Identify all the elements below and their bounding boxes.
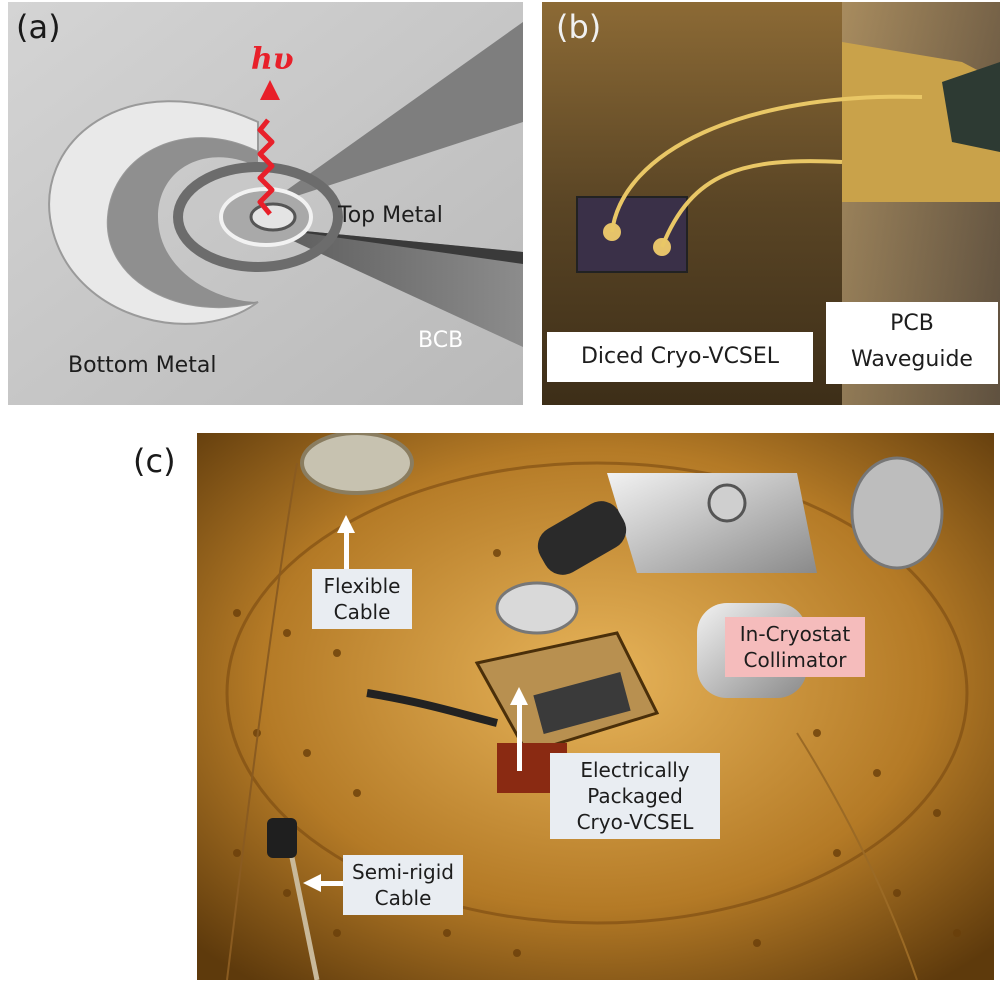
packaged-vcsel-caption: Electrically Packaged Cryo-VCSEL [550,753,720,839]
vcsel-chip [576,196,688,273]
mount-bracket [607,473,817,573]
panel-a-label: (a) [16,8,61,46]
collimator-line1: In-Cryostat [739,622,851,646]
wire-bond-2 [660,159,843,248]
bcb-wedge [263,227,523,347]
packaged-line3: Cryo-VCSEL [576,810,694,834]
collimator-line2: Collimator [743,648,847,672]
collimator-caption: In-Cryostat Collimator [725,617,865,677]
bottom-metal-label: Bottom Metal [68,353,217,378]
top-metal-wedge [263,22,523,207]
packaged-line2: Packaged [587,784,683,808]
semi-rigid-cable-caption: Semi-rigid Cable [343,855,463,915]
photon-arrowhead [260,80,280,100]
panel-c-label: (c) [133,442,176,480]
flexible-cable-line1: Flexible [323,574,401,598]
flexible-cable-caption: Flexible Cable [312,569,412,629]
annotation-arrows [303,515,528,892]
waveguide-text: Waveguide [851,347,973,372]
packaged-line1: Electrically [580,758,690,782]
diced-vcsel-caption: Diced Cryo-VCSEL [547,332,813,382]
wire-bond-1 [610,94,923,233]
pcb-waveguide-caption: PCB Waveguide [826,302,998,384]
photon-wave [257,118,275,216]
panel-c-photo: Flexible Cable In-Cryostat Collimator El… [197,433,994,980]
bcb-label: BCB [418,328,464,353]
diced-vcsel-text: Diced Cryo-VCSEL [580,344,780,369]
panel-b-label: (b) [556,8,602,46]
top-metal-label: Top Metal [338,203,443,228]
panel-b-photo: (b) Diced Cryo-VCSEL PCB Waveguide [542,2,1000,405]
panel-a-sem-image: (a) hυ Top Metal Bottom Metal BCB [8,2,523,405]
semirigid-line1: Semi-rigid [352,860,454,884]
sem-device-drawing [8,2,523,405]
cryostat-photo-drawing [197,433,994,980]
flexible-cable-line2: Cable [333,600,391,624]
pcb-text: PCB [890,311,934,336]
photon-energy-label: hυ [251,42,294,77]
semirigid-line2: Cable [374,886,432,910]
